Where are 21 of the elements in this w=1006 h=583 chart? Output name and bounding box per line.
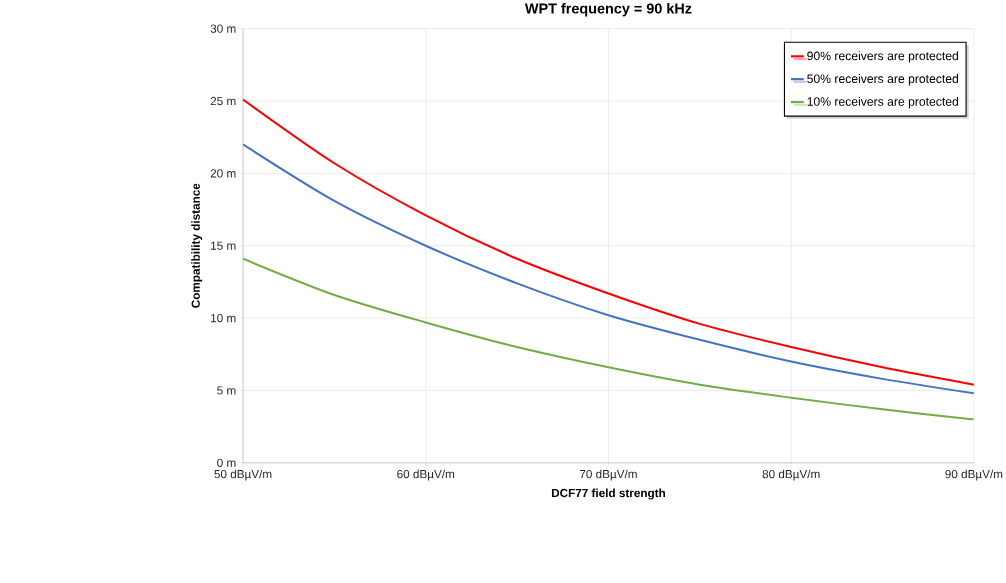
x-tick-label: 70 dBµV/m [579, 469, 637, 481]
chart-title: WPT frequency = 90 kHz [524, 3, 692, 17]
y-tick-label: 20 m [210, 169, 236, 178]
y-tick-label: 5 m [217, 386, 236, 395]
line-series [243, 98, 974, 386]
x-tick-label: 80 dBµV/m [762, 469, 820, 481]
x-tick-label: 60 dBµV/m [397, 469, 455, 481]
line-series [243, 257, 974, 421]
x-tick-label: 90 dBµV/m [945, 469, 1003, 481]
legend-label: 90% receivers are protected [807, 51, 959, 63]
line-series [243, 143, 974, 395]
y-tick-label: 0 m [217, 458, 236, 467]
y-tick-label: 30 m [210, 24, 236, 33]
legend-label: 10% receivers are protected [807, 96, 959, 109]
legend-label: 50% receivers are protected [807, 74, 959, 86]
x-axis-title: DCF77 field strength [551, 488, 666, 500]
y-tick-label: 10 m [211, 313, 236, 323]
y-axis-title: Compatibility distance [191, 183, 203, 308]
x-tick-label: 50 dBµV/m [214, 469, 272, 481]
y-tick-label: 25 m [210, 96, 236, 106]
y-tick-label: 15 m [211, 241, 236, 250]
